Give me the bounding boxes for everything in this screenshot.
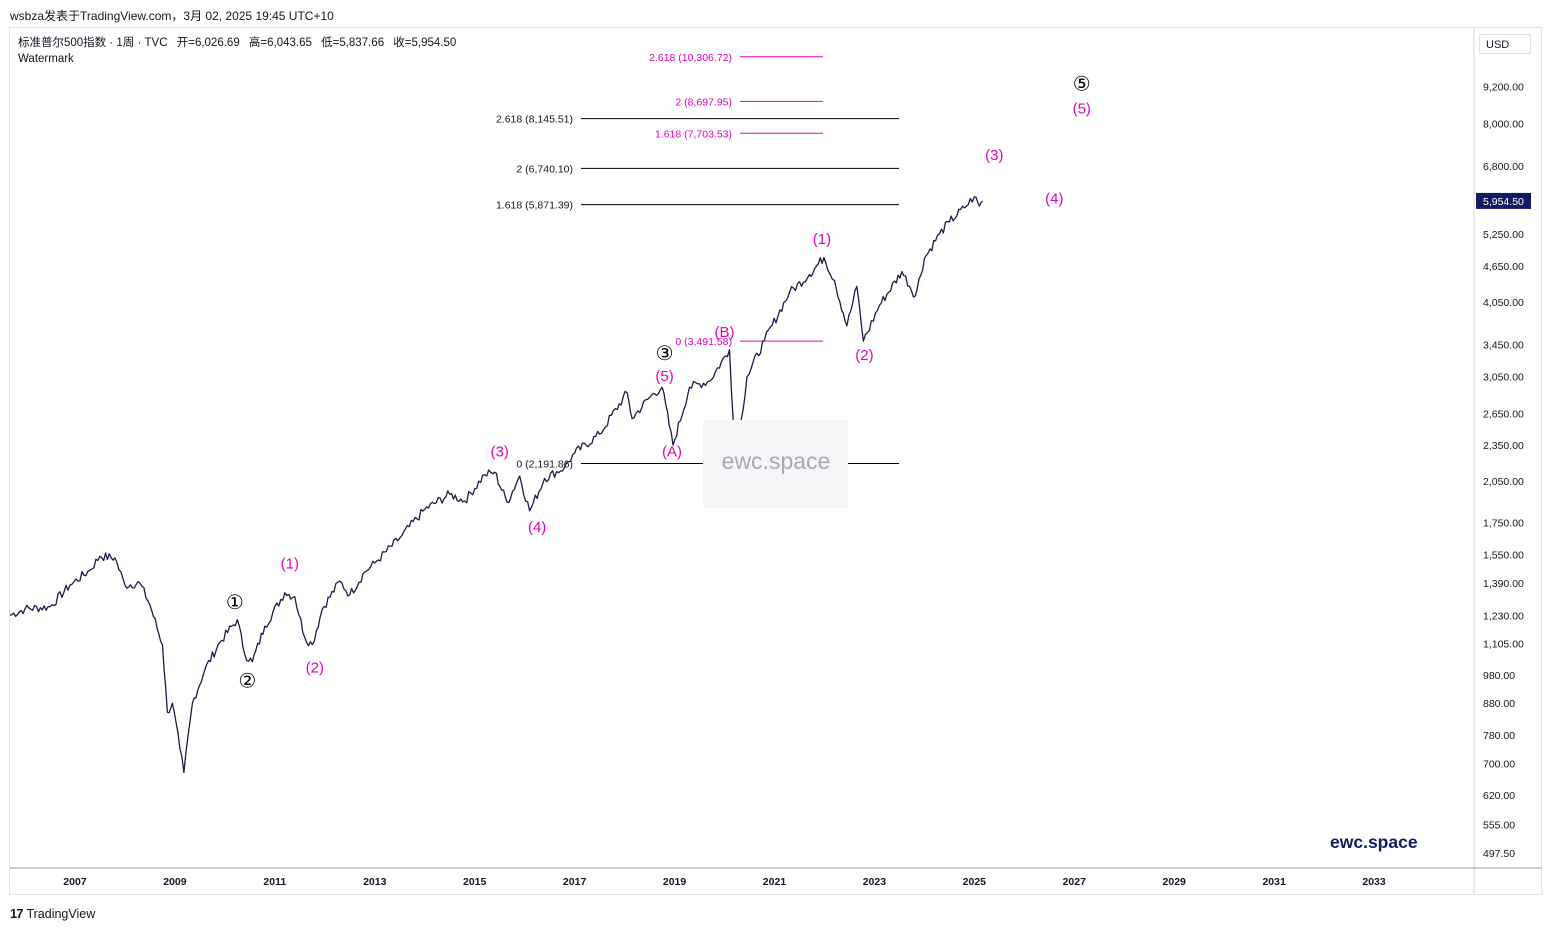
price-tick-label: 1,230.00 [1483,610,1524,622]
price-tick-label: 3,450.00 [1483,339,1524,351]
price-tick-label: 8,000.00 [1483,118,1524,130]
wave-label-circled: ⑤ [1073,73,1091,95]
year-tick-label: 2015 [463,876,487,888]
tradingview-logo-text: TradingView [26,906,96,921]
fib-label-black: 2 (6,740.10) [516,163,573,175]
year-tick-label: 2033 [1362,876,1386,888]
brand-text: ewc.space [1330,832,1418,852]
wave-label-magenta: (1) [813,231,831,248]
price-tick-label: 880.00 [1483,698,1515,710]
watermark-box [703,420,848,508]
wave-label-magenta: (3) [490,444,508,461]
year-tick-label: 2023 [863,876,887,888]
currency-button[interactable]: USD [1479,34,1531,54]
price-tick-label: 700.00 [1483,758,1515,770]
price-tick-label: 4,050.00 [1483,297,1524,309]
chart-legend: 标准普尔500指数 · 1周 · TVC 开=6,026.69 高=6,043.… [18,35,462,67]
wave-label-magenta: (5) [655,368,673,385]
fib-label-black: 2.618 (8,145.51) [496,114,573,126]
wave-label-magenta: (4) [1045,190,1063,207]
price-tick-label: 4,650.00 [1483,261,1524,273]
price-tick-label: 5,250.00 [1483,229,1524,241]
wave-label-magenta: (B) [715,324,735,341]
wave-label-circled: ② [238,670,256,692]
tradingview-logo[interactable]: 17 TradingView [10,906,95,921]
price-tick-label: 555.00 [1483,819,1515,831]
publish-info: wsbza发表于TradingView.com，3月 02, 2025 19:4… [10,9,334,23]
price-tick-label: 780.00 [1483,730,1515,742]
price-tick-label: 9,200.00 [1483,82,1524,94]
price-tick-label: 980.00 [1483,670,1515,682]
wave-label-magenta: (4) [528,519,546,536]
low-value: 低=5,837.66 [321,37,385,49]
last-price-label: 5,954.50 [1483,196,1524,208]
fib-label-magenta: 2 (8,697.95) [675,96,732,108]
fib-label-magenta: 2.618 (10,306.72) [649,52,732,64]
fib-label-magenta: 1.618 (7,703.53) [655,128,732,140]
year-tick-label: 2011 [263,876,286,888]
price-tick-label: 3,050.00 [1483,372,1524,384]
price-series-line [9,196,984,774]
fib-label-black: 1.618 (5,871.39) [496,200,573,212]
watermark-label: Watermark [18,53,74,65]
symbol-label: 标准普尔500指数 · 1周 · TVC [18,37,168,49]
price-tick-label: 1,105.00 [1483,638,1524,650]
year-tick-label: 2027 [1063,876,1087,888]
price-tick-label: 2,350.00 [1483,440,1524,452]
wave-label-circled: ① [226,592,244,614]
year-tick-label: 2029 [1163,876,1187,888]
close-value: 收=5,954.50 [393,37,457,49]
price-tick-label: 1,550.00 [1483,550,1524,562]
price-tick-label: 1,750.00 [1483,518,1524,530]
year-tick-label: 2017 [563,876,587,888]
watermark-text: ewc.space [722,448,831,474]
wave-label-magenta: (2) [306,659,324,676]
wave-label-magenta: (3) [985,147,1003,164]
price-tick-label: 2,050.00 [1483,476,1524,488]
year-tick-label: 2009 [163,876,187,888]
year-tick-label: 2021 [763,876,787,888]
wave-label-magenta: (1) [281,555,299,572]
year-tick-label: 2007 [63,876,87,888]
year-tick-label: 2031 [1262,876,1286,888]
wave-label-magenta: (2) [855,347,873,364]
year-tick-label: 2013 [363,876,387,888]
ohlc-row: 标准普尔500指数 · 1周 · TVC 开=6,026.69 高=6,043.… [18,35,462,51]
fib-label-black: 0 (2,191.86) [516,458,573,470]
high-value: 高=6,043.65 [248,37,312,49]
fib-label-magenta: 0 (3,491.58) [675,336,732,348]
last-price-badge [1476,192,1531,209]
wave-label-magenta: (A) [662,444,682,461]
year-tick-label: 2019 [663,876,687,888]
price-tick-label: 6,800.00 [1483,161,1524,173]
chart-frame [9,27,1542,895]
price-tick-label: 497.50 [1483,848,1515,860]
open-value: 开=6,026.69 [176,37,240,49]
wave-label-magenta: (5) [1073,101,1091,118]
year-tick-label: 2025 [963,876,987,888]
tradingview-logo-icon: 17 [10,906,24,921]
wave-label-circled: ③ [656,343,674,365]
price-tick-label: 2,650.00 [1483,409,1524,421]
price-tick-label: 620.00 [1483,790,1515,802]
price-tick-label: 1,390.00 [1483,578,1524,590]
